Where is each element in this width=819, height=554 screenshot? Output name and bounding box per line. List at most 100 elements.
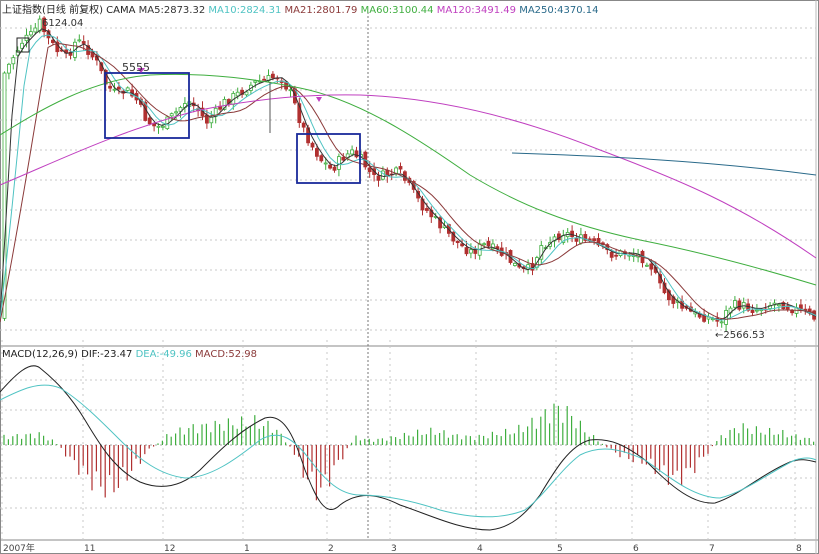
x-tick-label: 5	[557, 544, 563, 554]
candle-body	[596, 238, 601, 246]
highlight-box	[104, 72, 190, 139]
candle-body	[156, 125, 161, 128]
candle-body	[424, 208, 429, 211]
candle-body	[81, 41, 86, 44]
highlight-box	[296, 133, 361, 184]
macd-header: MACD(12,26,9) DIF:-23.47 DEA:-49.96 MACD…	[2, 349, 257, 360]
candle-body	[270, 73, 275, 79]
candle-body	[288, 89, 293, 92]
candle-body	[574, 237, 579, 242]
candle-body	[160, 125, 165, 128]
candle-body	[354, 150, 359, 158]
candle-body	[68, 51, 73, 56]
x-tick-label: 3	[391, 544, 397, 554]
candle-body	[468, 249, 473, 254]
candle-body	[785, 305, 790, 310]
candle-body	[125, 87, 130, 91]
candle-body	[20, 42, 25, 49]
x-tick-label: 7	[709, 544, 715, 554]
small-box	[16, 37, 30, 53]
candle-body	[490, 243, 495, 250]
ma250-label: MA250:4370.14	[519, 5, 599, 16]
dif-label: DIF:-23.47	[81, 349, 133, 360]
candle-body	[464, 247, 469, 255]
candle-body	[711, 318, 715, 321]
candle-body	[244, 91, 249, 96]
candle-body	[15, 50, 20, 56]
index-title: 上证指数(日线 前复权) CAMA	[2, 5, 136, 16]
candle-body	[222, 99, 227, 110]
candle-body	[37, 18, 42, 32]
price-header: 上证指数(日线 前复权) CAMA MA5:2873.32 MA10:2824.…	[2, 1, 598, 16]
candle-body	[380, 170, 385, 180]
candle-body	[266, 75, 271, 82]
ma60-line	[0, 73, 817, 286]
candle-body	[579, 234, 583, 244]
ma120-line	[0, 94, 817, 259]
candle-body	[376, 175, 381, 181]
candle-body	[332, 166, 337, 171]
candle-body	[438, 217, 443, 229]
ma60-label: MA60:3100.44	[360, 5, 434, 16]
ma10-label: MA10:2824.31	[208, 5, 282, 16]
x-tick-label: 12	[164, 544, 175, 554]
candle-body	[539, 245, 544, 260]
candle-body	[323, 162, 328, 165]
candle-body	[741, 302, 746, 309]
candle-body	[108, 85, 112, 89]
candle-body	[314, 148, 319, 157]
mid-annotation: 5555	[122, 61, 150, 74]
candle-body	[755, 309, 759, 312]
x-tick-label: 8	[796, 544, 802, 554]
candle-body	[451, 231, 456, 242]
candle-body	[169, 113, 174, 117]
candle-body	[341, 156, 346, 161]
candle-body	[367, 167, 372, 173]
candle-body	[310, 142, 315, 148]
ma250-line	[511, 152, 817, 176]
x-tick-label: 6	[633, 544, 639, 554]
ma21-line	[0, 43, 817, 323]
candle-body	[147, 117, 152, 125]
candle-body	[42, 17, 46, 33]
candle-body	[649, 263, 654, 270]
candle-body	[253, 80, 258, 83]
dea-line	[0, 384, 817, 518]
arrow-marker	[137, 68, 145, 73]
ma5-label: MA5:2873.32	[138, 5, 206, 16]
candle-body	[262, 78, 267, 81]
candle-body	[7, 63, 11, 74]
candle-body	[411, 181, 416, 190]
candle-body	[2, 72, 7, 319]
candle-body	[301, 122, 306, 128]
macd-title: MACD(12,26,9)	[2, 349, 78, 360]
candle-body	[667, 290, 671, 301]
candle-body	[112, 88, 117, 91]
ma21-label: MA21:2801.79	[284, 5, 358, 16]
candle-body	[328, 164, 333, 169]
candle-body	[28, 31, 33, 36]
candle-body	[609, 251, 614, 258]
candle-body	[174, 111, 179, 114]
low-annotation: ←2566.53	[715, 330, 765, 341]
x-tick-label: 1	[244, 544, 250, 554]
candle-body	[719, 321, 724, 324]
candle-body	[513, 262, 517, 266]
candle-body	[592, 238, 596, 242]
candle-body	[398, 166, 403, 170]
candle-body	[790, 310, 794, 314]
candle-body	[209, 116, 214, 124]
candle-body	[455, 240, 460, 244]
candle-body	[583, 234, 588, 241]
macd-value-label: MACD:52.98	[195, 349, 258, 360]
candle-body	[178, 107, 183, 112]
x-tick-label: 2	[328, 544, 334, 554]
candle-body	[77, 39, 82, 42]
candle-body	[350, 149, 355, 155]
candle-body	[33, 27, 38, 33]
dea-label: DEA:-49.96	[135, 349, 192, 360]
candle-body	[777, 304, 781, 307]
x-tick-label: 11	[84, 544, 95, 554]
